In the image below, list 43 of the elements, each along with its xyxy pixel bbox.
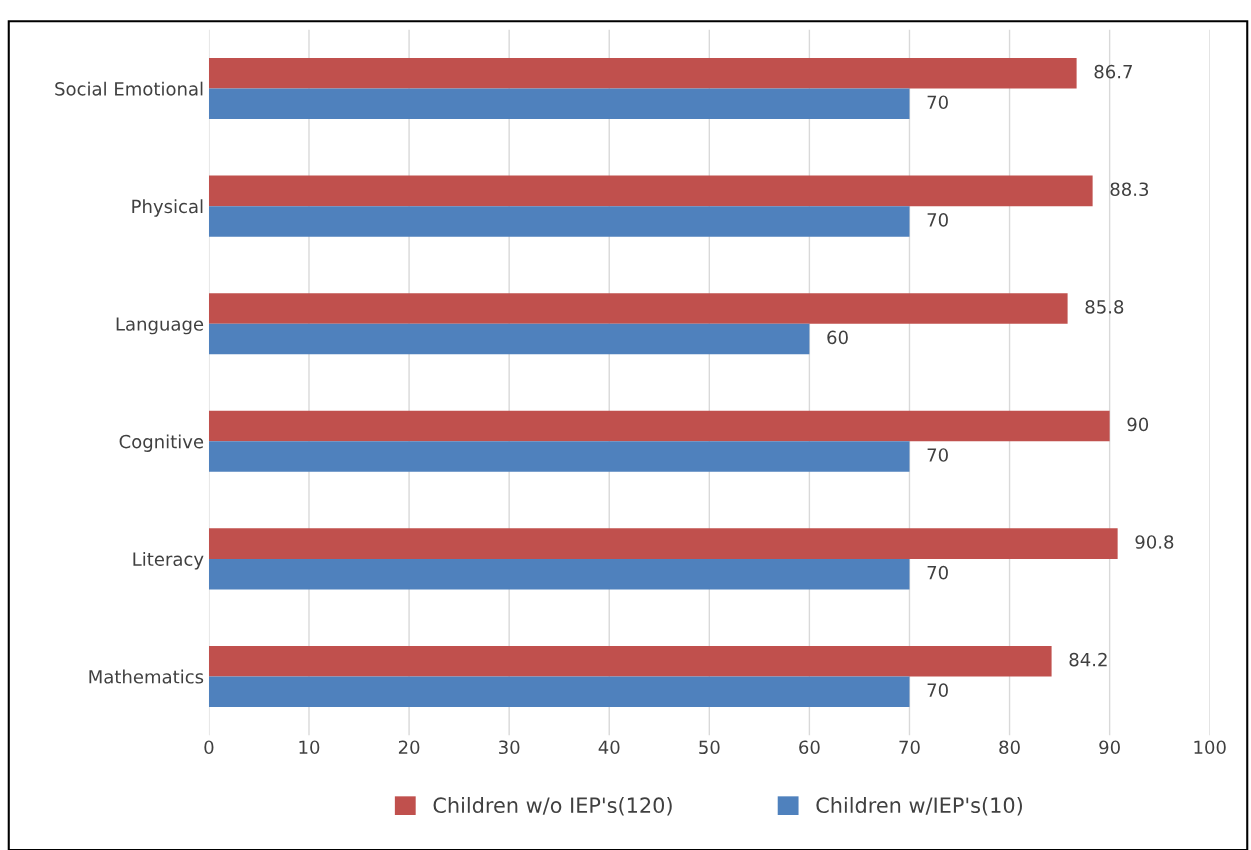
bar (208, 175, 1093, 207)
legend-label: Children w/o IEP's(120) (433, 796, 672, 816)
data-label: 70 (927, 212, 948, 227)
x-tick-label: 100 (1194, 740, 1226, 755)
y-tick-label: Literacy (133, 552, 204, 570)
x-tick-label: 40 (598, 740, 620, 755)
y-tick-label: Social Emotional (55, 81, 203, 96)
x-tick-label: 50 (699, 740, 720, 755)
y-tick-label: Physical (132, 199, 203, 217)
x-tick-label: 60 (799, 740, 820, 755)
bar (208, 645, 1052, 677)
y-tick-label: Mathematics (89, 669, 204, 684)
x-tick-label: 80 (999, 740, 1020, 755)
bar (208, 676, 910, 708)
x-tick-label: 0 (204, 740, 214, 755)
bar (208, 323, 810, 355)
bar (208, 410, 1110, 442)
x-tick-label: 20 (398, 740, 420, 755)
data-label: 84.2 (1069, 652, 1107, 667)
bar (208, 88, 910, 120)
data-label: 85.8 (1085, 300, 1124, 314)
bar (208, 558, 910, 590)
x-tick-label: 30 (499, 740, 520, 755)
data-label: 88.3 (1110, 182, 1149, 197)
bar (208, 441, 910, 472)
y-tick-label: Language (116, 317, 204, 335)
data-label: 90 (1127, 417, 1149, 432)
data-label: 90.8 (1135, 535, 1174, 549)
bar (208, 57, 1077, 89)
data-label: 60 (827, 330, 848, 345)
x-tick-label: 90 (1099, 740, 1120, 755)
data-label: 70 (927, 565, 948, 580)
x-tick-label: 70 (899, 740, 920, 755)
data-label: 70 (927, 448, 948, 462)
bar (208, 293, 1068, 324)
data-label: 70 (927, 683, 948, 697)
legend-label: Children w/IEP's(10) (816, 796, 1022, 816)
data-label: 70 (927, 95, 948, 110)
y-tick-label: Cognitive (119, 434, 204, 452)
x-tick-label: 10 (299, 740, 320, 755)
data-label: 86.7 (1094, 64, 1132, 79)
bar (208, 206, 910, 237)
bar (208, 528, 1118, 559)
